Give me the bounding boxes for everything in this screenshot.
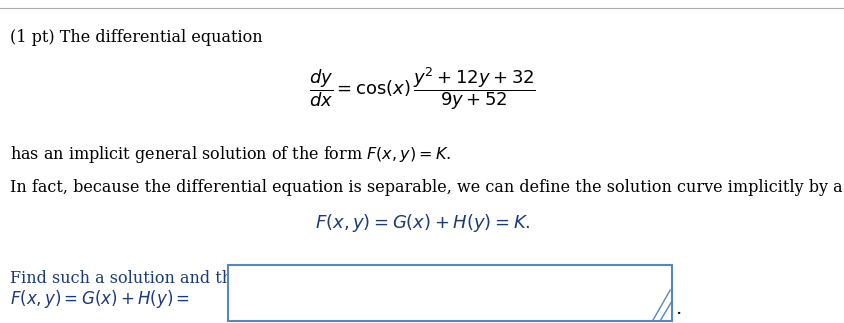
- Text: $\dfrac{dy}{dx} = \mathrm{cos}(x)\,\dfrac{y^2 + 12y + 32}{9y + 52}$: $\dfrac{dy}{dx} = \mathrm{cos}(x)\,\dfra…: [309, 66, 535, 112]
- Text: In fact, because the differential equation is separable, we can define the solut: In fact, because the differential equati…: [10, 179, 844, 196]
- Text: $F(x, y) = G(x) + H(y) = K.$: $F(x, y) = G(x) + H(y) = K.$: [314, 212, 530, 234]
- Text: (1 pt) The differential equation: (1 pt) The differential equation: [10, 29, 262, 46]
- Text: .: .: [674, 300, 680, 318]
- Text: has an implicit general solution of the form $F(x, y) = K$.: has an implicit general solution of the …: [10, 144, 451, 165]
- Text: $F(x, y) = G(x) + H(y) = $: $F(x, y) = G(x) + H(y) = $: [10, 288, 190, 310]
- Text: Find such a solution and then give the related functions requested.: Find such a solution and then give the r…: [10, 270, 558, 287]
- FancyBboxPatch shape: [228, 265, 671, 321]
